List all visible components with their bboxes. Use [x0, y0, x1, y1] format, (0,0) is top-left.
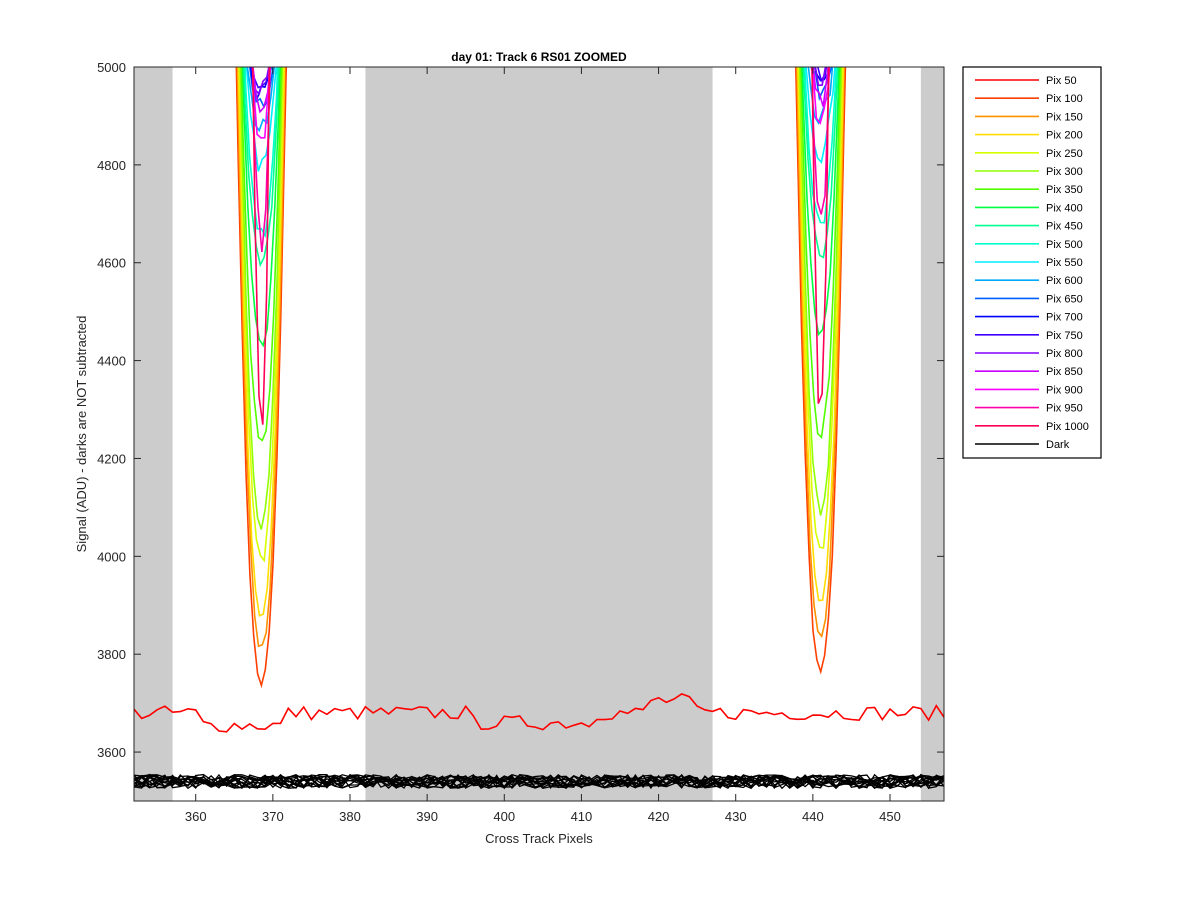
- series-line: [251, 67, 270, 96]
- series-line: [812, 67, 829, 107]
- legend-label: Pix 200: [1046, 130, 1083, 142]
- x-tick-label: 400: [493, 809, 515, 824]
- legend-label: Pix 850: [1046, 366, 1083, 378]
- legend-label: Pix 600: [1046, 275, 1083, 287]
- legend-label: Pix 100: [1046, 93, 1083, 105]
- series-line: [814, 67, 827, 87]
- x-tick-label: 370: [262, 809, 284, 824]
- y-tick-label: 4200: [97, 451, 126, 466]
- x-axis-label: Cross Track Pixels: [485, 831, 593, 846]
- series-line: [811, 67, 830, 404]
- series-lines: [134, 67, 944, 790]
- legend-label: Dark: [1046, 439, 1070, 451]
- series-line: [811, 67, 831, 215]
- y-tick-label: 4800: [97, 158, 126, 173]
- series-line: [134, 773, 944, 790]
- legend-label: Pix 950: [1046, 403, 1083, 415]
- y-tick-label: 5000: [97, 60, 126, 75]
- y-axis-label: Signal (ADU) - darks are NOT subtracted: [74, 316, 89, 553]
- series-line: [805, 67, 836, 165]
- series-line: [134, 693, 944, 733]
- series-line: [251, 67, 271, 139]
- legend-label: Pix 50: [1046, 75, 1077, 87]
- series-line: [798, 67, 843, 549]
- series-line: [236, 67, 286, 648]
- series-line: [251, 67, 271, 425]
- x-tick-label: 440: [802, 809, 824, 824]
- legend-label: Pix 350: [1046, 184, 1083, 196]
- legend-label: Pix 800: [1046, 348, 1083, 360]
- series-line: [238, 67, 284, 563]
- series-line: [235, 67, 288, 689]
- legend-label: Pix 450: [1046, 221, 1083, 233]
- legend-label: Pix 150: [1046, 111, 1083, 123]
- shaded-region: [134, 67, 173, 801]
- series-line: [814, 67, 830, 82]
- series-line: [134, 773, 944, 790]
- series-line: [134, 774, 944, 790]
- series-line: [798, 67, 843, 516]
- series-line: [804, 67, 838, 224]
- shaded-region: [365, 67, 713, 801]
- x-tick-label: 430: [725, 809, 747, 824]
- x-tick-label: 450: [879, 809, 901, 824]
- series-line: [251, 67, 272, 252]
- legend-label: Pix 650: [1046, 293, 1083, 305]
- legend-label: Pix 1000: [1046, 421, 1089, 433]
- x-tick-label: 390: [416, 809, 438, 824]
- series-line: [816, 67, 828, 83]
- series-line: [240, 67, 283, 442]
- series-line: [244, 67, 279, 239]
- y-tick-label: 4600: [97, 256, 126, 271]
- series-line: [237, 67, 286, 617]
- legend-label: Pix 300: [1046, 166, 1083, 178]
- series-line: [245, 67, 278, 172]
- axis-ticks: 360 370 380 390 400 410 420 430 440 450 3600 3800 40…: [97, 60, 944, 824]
- legend: Pix 50 Pix 100 Pix 150 Pix 200 Pix 250 Pix 30…: [962, 66, 1102, 459]
- legend-label: Pix 250: [1046, 148, 1083, 160]
- y-tick-label: 3600: [97, 745, 126, 760]
- series-line: [802, 67, 839, 259]
- legend-label: Pix 550: [1046, 257, 1083, 269]
- series-line: [810, 67, 833, 102]
- axes-box: [133, 66, 945, 802]
- legend-items: Pix 50 Pix 100 Pix 150 Pix 200 Pix 250 Pix 30…: [975, 75, 1089, 451]
- chart-title: day 01: Track 6 RS01 ZOOMED: [451, 50, 627, 64]
- legend-label: Pix 500: [1046, 239, 1083, 251]
- series-line: [246, 67, 276, 133]
- series-line: [796, 67, 845, 639]
- shaded-region: [920, 67, 944, 801]
- series-line: [241, 67, 281, 348]
- plot-area: 360 370 380 390 400 410 420 430 440 450 3600 3800 40…: [97, 60, 945, 824]
- x-tick-label: 360: [185, 809, 207, 824]
- y-tick-label: 4000: [97, 549, 126, 564]
- shaded-regions: [134, 67, 944, 801]
- y-tick-label: 3800: [97, 647, 126, 662]
- legend-label: Pix 900: [1046, 384, 1083, 396]
- series-line: [811, 67, 830, 125]
- series-line: [248, 67, 274, 109]
- series-line: [797, 67, 845, 602]
- series-line: [252, 67, 271, 114]
- x-tick-label: 420: [648, 809, 670, 824]
- y-tick-label: 4400: [97, 354, 126, 369]
- series-line: [800, 67, 841, 439]
- legend-label: Pix 400: [1046, 202, 1083, 214]
- x-tick-label: 380: [339, 809, 361, 824]
- legend-label: Pix 750: [1046, 330, 1083, 342]
- series-line: [239, 67, 284, 530]
- series-line: [251, 67, 271, 89]
- series-line: [243, 67, 280, 268]
- series-line: [795, 67, 847, 675]
- x-tick-label: 410: [571, 809, 593, 824]
- series-line: [807, 67, 834, 125]
- legend-label: Pix 700: [1046, 312, 1083, 324]
- series-line: [801, 67, 840, 337]
